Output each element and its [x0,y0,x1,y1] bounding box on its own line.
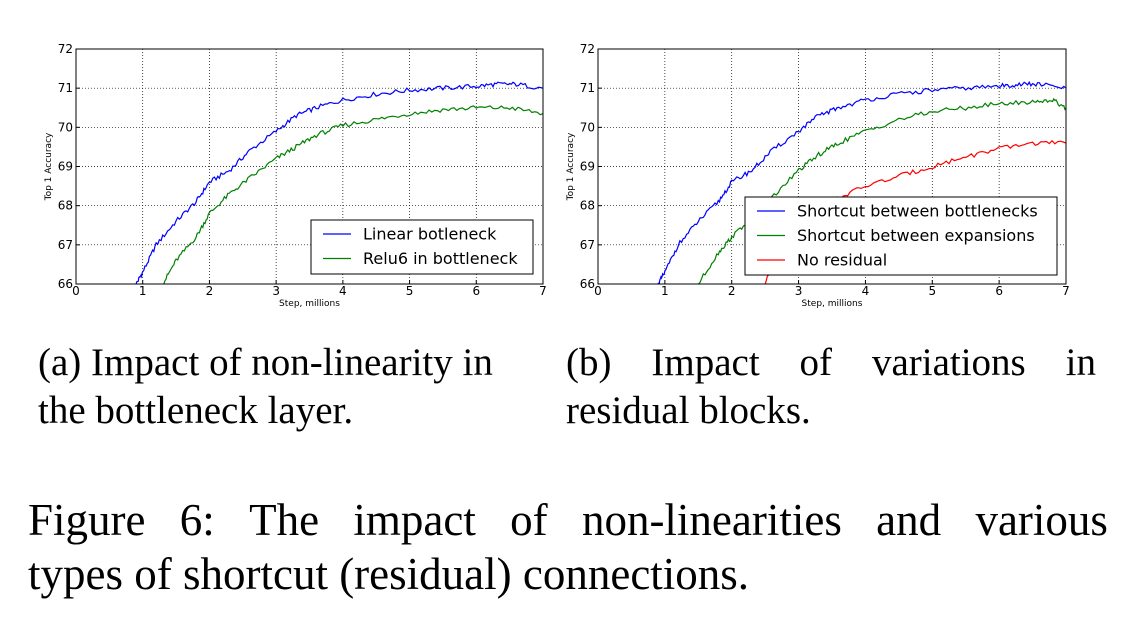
caption-word: of [799,341,833,384]
legend: Linear botleneck Relu6 in bottleneck [310,219,534,275]
caption-word: (b) [566,341,612,384]
y-tick-label: 72 [58,42,73,56]
caption-a-line-2: the bottleneck layer. [38,388,354,432]
caption-b-line-2: residual blocks. [566,388,811,432]
caption-b-line-1: (b) Impact of variations in [566,339,1096,387]
x-tick-label: 0 [72,284,80,298]
legend-label: Shortcut between expansions [797,226,1035,245]
caption-word: variations [871,341,1026,384]
legend-label: No residual [797,251,887,270]
x-tick-label: 2 [728,284,736,298]
caption-word: of [510,495,548,545]
caption-b: (b) Impact of variations in residual blocks. [566,339,1096,434]
x-tick-label: 0 [594,284,602,298]
y-tick-label: 71 [58,81,73,95]
x-tick-label: 6 [995,284,1003,298]
y-tick-label: 71 [580,81,595,95]
x-tick-label: 2 [206,284,214,298]
caption-word: Figure [28,495,146,545]
y-tick-label: 68 [58,199,73,213]
caption-word: impact [353,495,476,545]
figure-caption-line-1: Figure 6: The impact of non-linearities and var… [28,493,1108,547]
legend-label: Relu6 in bottleneck [363,249,518,268]
caption-word: The [249,495,320,545]
x-axis-label: Step, millions [279,299,340,309]
caption-word: 6: [179,495,215,545]
x-tick-label: 5 [406,284,414,298]
series-line-2 [163,105,543,284]
x-tick-label: 5 [928,284,936,298]
legend-label: Linear botleneck [363,225,497,244]
x-tick-label: 7 [1062,284,1070,298]
y-tick-label: 67 [580,238,595,252]
x-tick-label: 1 [139,284,147,298]
y-tick-label: 68 [580,199,595,213]
y-tick-label: 66 [580,277,595,291]
legend-box [744,196,1058,276]
caption-word: Impact [651,341,760,384]
y-tick-label: 69 [580,160,595,174]
caption-word: in [1065,341,1096,384]
y-tick-label: 69 [58,160,73,174]
legend-label: Shortcut between bottlenecks [797,202,1038,221]
caption-a: (a) Impact of non-linearity in the bottl… [38,339,568,434]
y-axis-label: Top 1 Accuracy [44,132,54,201]
caption-word: non-linearities [581,495,842,545]
y-tick-label: 70 [580,120,595,134]
y-tick-label: 66 [58,277,73,291]
legend: Shortcut between bottlenecks Shortcut bet… [744,196,1058,276]
y-tick-label: 72 [580,42,595,56]
x-tick-label: 4 [339,284,347,298]
figure-caption-line-2: types of shortcut (residual) connections… [28,549,750,599]
x-tick-label: 3 [795,284,803,298]
legend-box [310,219,534,275]
series-line-1 [657,80,1066,284]
caption-a-line-1: (a) Impact of non-linearity in [38,341,493,384]
figure-caption: Figure 6: The impact of non-linearities and var… [28,493,1108,601]
caption-word: various [975,495,1108,545]
x-tick-label: 4 [862,284,870,298]
y-tick-label: 67 [58,238,73,252]
x-tick-label: 7 [539,284,547,298]
x-tick-label: 6 [472,284,480,298]
caption-word: and [876,495,942,545]
y-axis-label: Top 1 Accuracy [566,132,576,201]
x-tick-label: 3 [272,284,280,298]
x-axis-label: Step, millions [802,299,863,309]
y-tick-label: 70 [58,120,73,134]
x-tick-label: 1 [661,284,669,298]
series-line-2 [697,97,1066,284]
series-line-1 [135,81,543,284]
